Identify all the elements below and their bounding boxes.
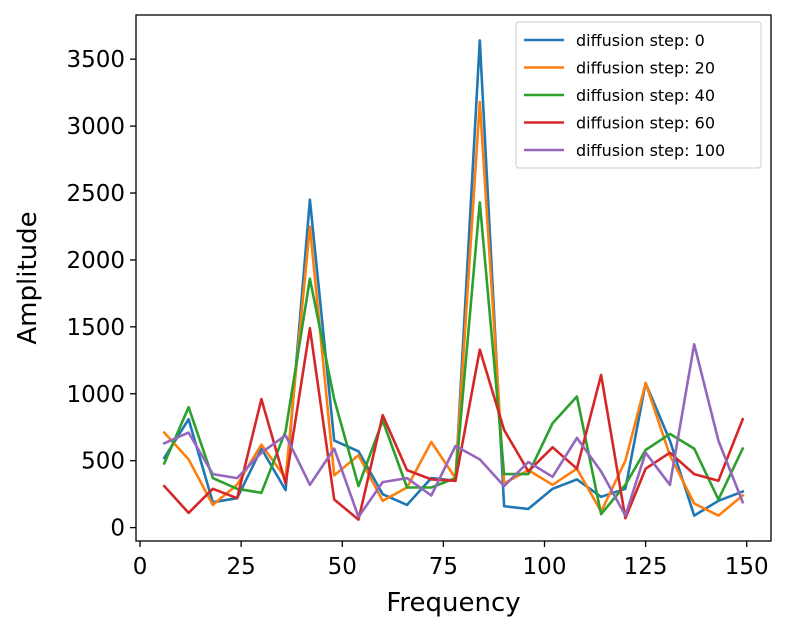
series-line-3 [162, 326, 745, 521]
y-tick-label: 3500 [66, 47, 125, 73]
y-tick-label: 500 [81, 449, 125, 475]
y-tick-label: 2500 [66, 181, 125, 207]
series-layer [162, 39, 745, 521]
plot-frame [135, 14, 772, 542]
legend-entry-2: diffusion step: 40 [576, 86, 715, 105]
x-tick-label: 150 [725, 554, 769, 580]
x-tick-label: 100 [523, 554, 567, 580]
legend-entry-4: diffusion step: 100 [576, 141, 725, 160]
legend-entry-3: diffusion step: 60 [576, 114, 715, 133]
legend-entry-0: diffusion step: 0 [576, 31, 705, 50]
legend: diffusion step: 0 diffusion step: 20 diffu… [515, 21, 762, 169]
legend-entry-1: diffusion step: 20 [576, 59, 715, 78]
x-tick-label: 0 [133, 554, 148, 580]
y-tick-label: 0 [110, 516, 125, 542]
x-tick-label: 25 [227, 554, 256, 580]
ticks-layer: 0 25 50 75 100 125 150050010001500200025003000… [66, 47, 768, 580]
x-tick-label: 50 [328, 554, 357, 580]
series-line-4 [162, 342, 745, 519]
y-tick-label: 2000 [66, 248, 125, 274]
x-tick-label: 75 [429, 554, 458, 580]
x-tick-label: 125 [624, 554, 668, 580]
y-tick-label: 1500 [66, 315, 125, 341]
y-axis-label: Amplitude [13, 211, 43, 344]
x-axis-label: Frequency [386, 588, 520, 618]
y-tick-label: 3000 [66, 114, 125, 140]
y-tick-label: 1000 [66, 382, 125, 408]
legend-box [515, 21, 762, 169]
